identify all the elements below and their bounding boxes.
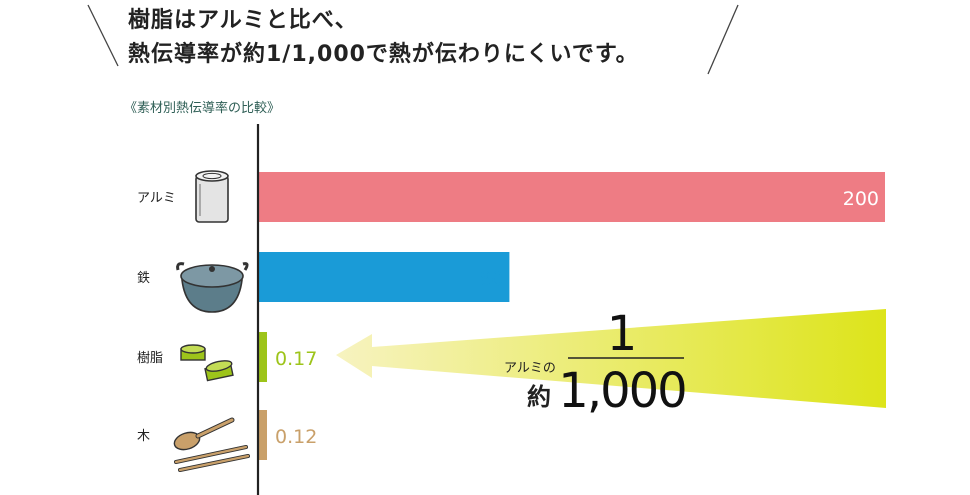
headline-line-2: 熱伝導率が約1/1,000で熱が伝わりにくいです。 [128,42,639,67]
annotation-denominator: 1,000 [558,363,685,419]
headline-left-stroke [87,4,119,67]
category-label-4: 木 [137,429,150,444]
bar-2 [259,252,510,302]
chart-subtitle: 《素材別熱伝導率の比較》 [124,101,281,116]
headline-right-stroke [707,4,739,75]
annotation-approx: 約 [527,383,551,411]
value-label-2: 80 [479,268,503,290]
bar-4 [259,410,267,460]
ratio-annotation: アルミの 約 1 1,000 [504,306,688,419]
wooden-spoon-chopsticks-icon [173,417,250,472]
value-label-1: 200 [843,188,879,210]
value-label-4: 0.12 [275,426,317,448]
aluminum-can-icon [195,170,229,223]
value-label-3: 0.17 [275,348,317,370]
category-label-1: アルミ [137,191,176,206]
bar-1 [259,172,885,222]
bar-3 [259,332,267,382]
category-label-2: 鉄 [137,271,150,286]
category-label-3: 樹脂 [137,351,163,366]
annotation-prefix: アルミの [504,361,556,376]
resin-caps-icon [180,344,234,382]
headline-line-1: 樹脂はアルミと比べ、 [128,8,358,33]
annotation-numerator: 1 [607,306,638,362]
iron-pot-icon [176,262,249,313]
